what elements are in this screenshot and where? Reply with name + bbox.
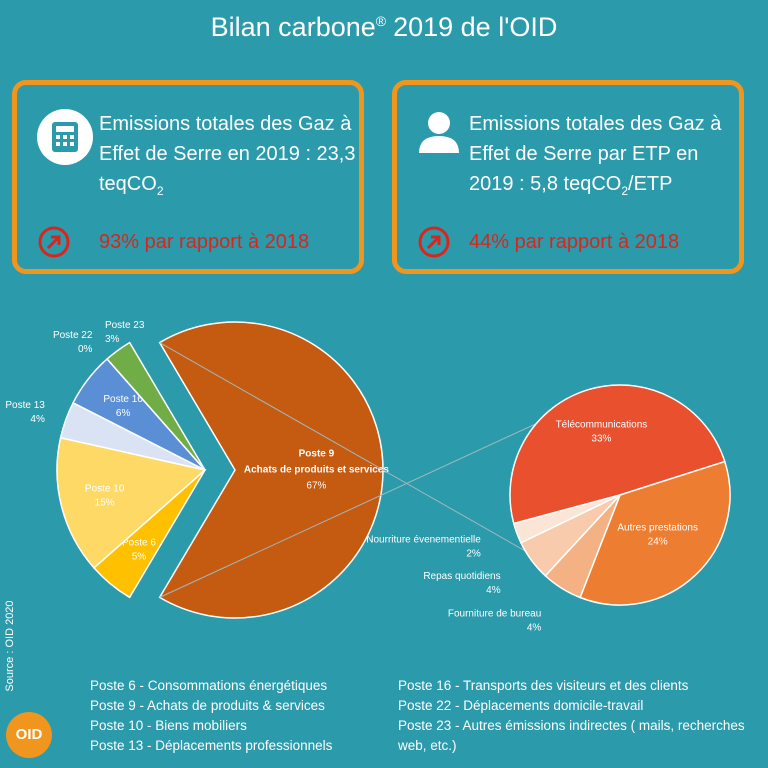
sub-slice-value: 33% <box>591 433 611 444</box>
card-text-main: Emissions totales des Gaz à Effet de Ser… <box>469 113 722 195</box>
slice-label: Poste 23 <box>105 320 145 331</box>
card-change: 93% par rapport à 2018 <box>99 231 310 253</box>
legend-note: Poste 9 - Achats de produits & services <box>90 698 325 713</box>
pie-slice <box>106 341 206 471</box>
sub-slice-value: 2% <box>466 548 481 559</box>
slice-label: Poste 13 <box>5 400 45 411</box>
card-text-tail: /ETP <box>628 173 673 195</box>
sub-pie-slice <box>509 384 726 525</box>
legend-note: Poste 22 - Déplacements domicile-travail <box>398 698 644 713</box>
slice-label: Poste 16 <box>103 394 143 405</box>
slice-value: 15% <box>95 497 115 508</box>
sub-slice-value: 4% <box>486 585 501 596</box>
legend-right: Poste 16 - Transports des visiteurs et d… <box>398 676 748 756</box>
slice-value: 3% <box>105 334 120 345</box>
source: Source : OID 2020 <box>4 600 16 692</box>
title-end: 2019 de l'OID <box>393 12 558 42</box>
legend-note: Poste 23 - Autres émissions indirectes (… <box>398 718 745 753</box>
slice-description: Achats de produits et services <box>244 465 389 476</box>
pie-slice <box>56 436 207 569</box>
card-text-main: Emissions totales des Gaz à Effet de Ser… <box>99 113 356 195</box>
slice-label: Poste 9 <box>299 449 335 460</box>
sub-slice-label: Autres prestations <box>617 523 698 534</box>
title-mark: ® <box>375 13 387 29</box>
card: Emissions totales des Gaz à Effet de Ser… <box>12 80 364 274</box>
trend-icon <box>38 226 70 258</box>
slice-value: 67% <box>306 481 326 492</box>
slice-label: Poste 6 <box>122 537 156 548</box>
legend-left: Poste 6 - Consommations énergétiques Post… <box>90 676 332 756</box>
trend-icon <box>418 226 450 258</box>
legend-note: Poste 6 - Consommations énergétiques <box>90 678 328 693</box>
card-text-sub: 2 <box>621 184 629 198</box>
slice-value: 6% <box>116 408 131 419</box>
sub-slice-label: Fourniture de bureau <box>448 609 541 620</box>
slice-label: Poste 22 <box>53 330 93 341</box>
sub-pie-slice <box>579 460 731 606</box>
card-text-sub: 2 <box>156 184 164 198</box>
sub-slice-value: 24% <box>648 537 668 548</box>
sub-slice-label: Repas quotidiens <box>423 571 500 582</box>
sub-slice-label: Nourriture évenementielle <box>366 534 481 545</box>
sub-pie-slice <box>512 494 621 544</box>
logo: OID <box>6 712 52 758</box>
title: Bilan carbone® 2019 de l'OID <box>0 12 768 43</box>
card-text: Emissions totales des Gaz à Effet de Ser… <box>99 109 361 206</box>
card-change: 44% par rapport à 2018 <box>469 231 680 253</box>
person-icon <box>419 112 459 153</box>
sub-slice-value: 4% <box>527 623 542 634</box>
slice-value: 0% <box>78 344 93 355</box>
legend-note: Poste 10 - Biens mobiliers <box>90 718 247 733</box>
legend-note: Poste 13 - Déplacements professionnels <box>90 738 333 753</box>
sub-slice-label: Télécommunications <box>556 419 648 430</box>
slice-label: Poste 10 <box>85 483 125 494</box>
card-text: Emissions totales des Gaz à Effet de Ser… <box>469 109 741 206</box>
card: Emissions totales des Gaz à Effet de Ser… <box>392 80 744 274</box>
title-main: Bilan carbone <box>210 12 376 42</box>
legend-note: Poste 16 - Transports des visiteurs et d… <box>398 678 689 693</box>
calculator-icon <box>37 109 93 165</box>
slice-value: 4% <box>30 414 45 425</box>
slice-value: 5% <box>132 551 147 562</box>
